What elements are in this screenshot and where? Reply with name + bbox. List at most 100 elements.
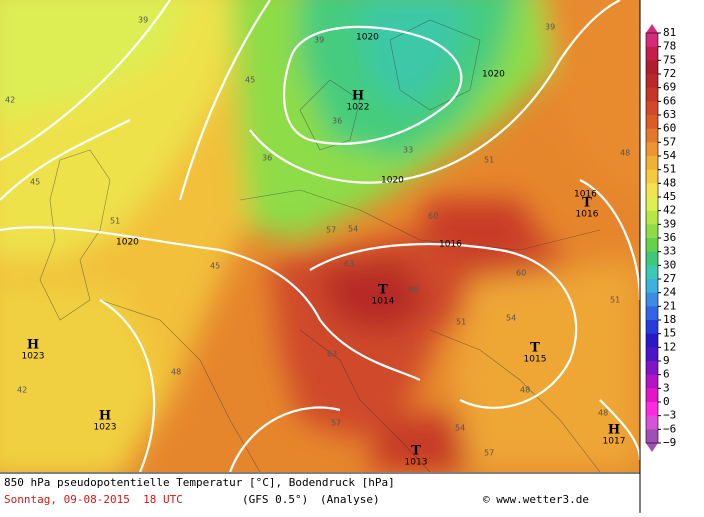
legend-arrow-top — [646, 24, 658, 33]
pressure-symbol: T — [582, 196, 592, 211]
legend-swatch — [646, 101, 658, 116]
contour-label: 39 — [314, 36, 324, 45]
legend-swatch — [646, 183, 658, 198]
legend-label: 33 — [663, 245, 676, 258]
legend-label: 78 — [663, 40, 676, 53]
contour-label: 36 — [262, 154, 272, 163]
contour-label: 66 — [408, 286, 418, 295]
legend-swatch — [646, 374, 658, 389]
legend-swatch — [646, 347, 658, 362]
legend-swatch — [646, 46, 658, 61]
legend-label: 54 — [663, 149, 677, 162]
legend-swatch — [646, 279, 658, 294]
legend-label: 57 — [663, 135, 676, 148]
legend-label: 9 — [663, 354, 670, 367]
legend-swatch — [646, 87, 658, 102]
legend-swatch — [646, 74, 658, 89]
legend-swatch — [646, 306, 658, 321]
pressure-symbol: H — [99, 409, 111, 424]
contour-label: 54 — [348, 225, 358, 234]
legend-label: 51 — [663, 163, 676, 176]
pressure-value: 1014 — [372, 297, 395, 307]
contour-label: 54 — [506, 314, 516, 323]
legend-label: 21 — [663, 299, 676, 312]
contour-label: 33 — [403, 146, 413, 155]
caption-run: (Analyse) — [320, 493, 380, 506]
caption-title: 850 hPa pseudopotentielle Temperatur [°C… — [4, 476, 395, 489]
caption-credit: © www.wetter3.de — [483, 493, 589, 506]
contour-label: 60 — [516, 269, 526, 278]
pressure-value: 1023 — [22, 352, 45, 362]
pressure-symbol: T — [411, 444, 421, 459]
contour-label: 57 — [484, 449, 494, 458]
legend-label: −3 — [663, 409, 676, 422]
contour-label: 54 — [455, 424, 465, 433]
contour-label: 51 — [610, 296, 620, 305]
legend-swatch — [646, 156, 658, 171]
isobar-label: 1020 — [116, 238, 139, 248]
isobar-labels: 1020 1020 1020 1020 1016 1016 — [116, 33, 597, 250]
legend-swatch — [646, 292, 658, 307]
contour-label: 48 — [598, 409, 608, 418]
contour-label: 51 — [484, 156, 494, 165]
legend-swatch — [646, 142, 658, 157]
legend-swatch — [646, 388, 658, 403]
isobar-label: 1016 — [574, 190, 597, 200]
contour-label: 63 — [327, 350, 337, 359]
isobars — [0, 0, 640, 472]
contour-label: 39 — [545, 23, 555, 32]
legend-swatch — [646, 429, 658, 444]
legend-label: 39 — [663, 217, 676, 230]
legend-label: 12 — [663, 340, 676, 353]
legend-label: 81 — [663, 26, 676, 39]
legend-swatch — [646, 115, 658, 130]
color-legend: 8178757269666360575451484542393633302724… — [645, 24, 677, 452]
isobar-label: 1020 — [482, 70, 505, 80]
legend-label: 66 — [663, 94, 676, 107]
contour-label: 45 — [245, 76, 255, 85]
pressure-value: 1023 — [94, 423, 117, 433]
pressure-symbol: H — [27, 338, 39, 353]
legend-label: 0 — [663, 395, 670, 408]
legend-label: 69 — [663, 81, 676, 94]
legend-label: 36 — [663, 231, 676, 244]
legend-swatch — [646, 128, 658, 143]
legend-swatch — [646, 265, 658, 280]
contour-label: 63 — [344, 260, 354, 269]
contour-label: 57 — [331, 419, 341, 428]
contour-label: 39 — [138, 16, 148, 25]
pressure-value: 1015 — [524, 355, 547, 365]
legend-label: 15 — [663, 327, 676, 340]
contour-label: 42 — [17, 386, 27, 395]
legend-swatch — [646, 415, 658, 430]
isobar-label: 1020 — [381, 176, 404, 186]
pressure-symbol: H — [608, 423, 620, 438]
legend-swatch — [646, 402, 658, 417]
pressure-value: 1017 — [603, 437, 626, 447]
legend-swatch — [646, 320, 658, 335]
legend-label: 30 — [663, 258, 676, 271]
contour-label: 45 — [30, 178, 40, 187]
caption-model: (GFS 0.5°) — [242, 493, 308, 506]
map-area: 39 39 42 45 36 36 39 45 33 51 54 57 60 6… — [0, 0, 640, 472]
temperature-field — [0, 0, 640, 472]
contour-label: 48 — [171, 368, 181, 377]
contour-label: 57 — [326, 226, 336, 235]
pressure-symbol: T — [530, 341, 540, 356]
contour-label: 51 — [110, 217, 120, 226]
legend-label: 6 — [663, 368, 670, 381]
pressure-symbol: T — [378, 283, 388, 298]
legend-swatch — [646, 224, 658, 239]
legend-label: 48 — [663, 176, 676, 189]
isobar-label: 1020 — [356, 33, 379, 43]
legend-label: 3 — [663, 381, 670, 394]
contour-label: 42 — [5, 96, 15, 105]
legend-label: 42 — [663, 204, 676, 217]
pressure-symbol: H — [352, 89, 364, 104]
legend-label: 72 — [663, 67, 676, 80]
pressure-value: 1013 — [405, 458, 428, 468]
contour-label: 48 — [620, 149, 630, 158]
